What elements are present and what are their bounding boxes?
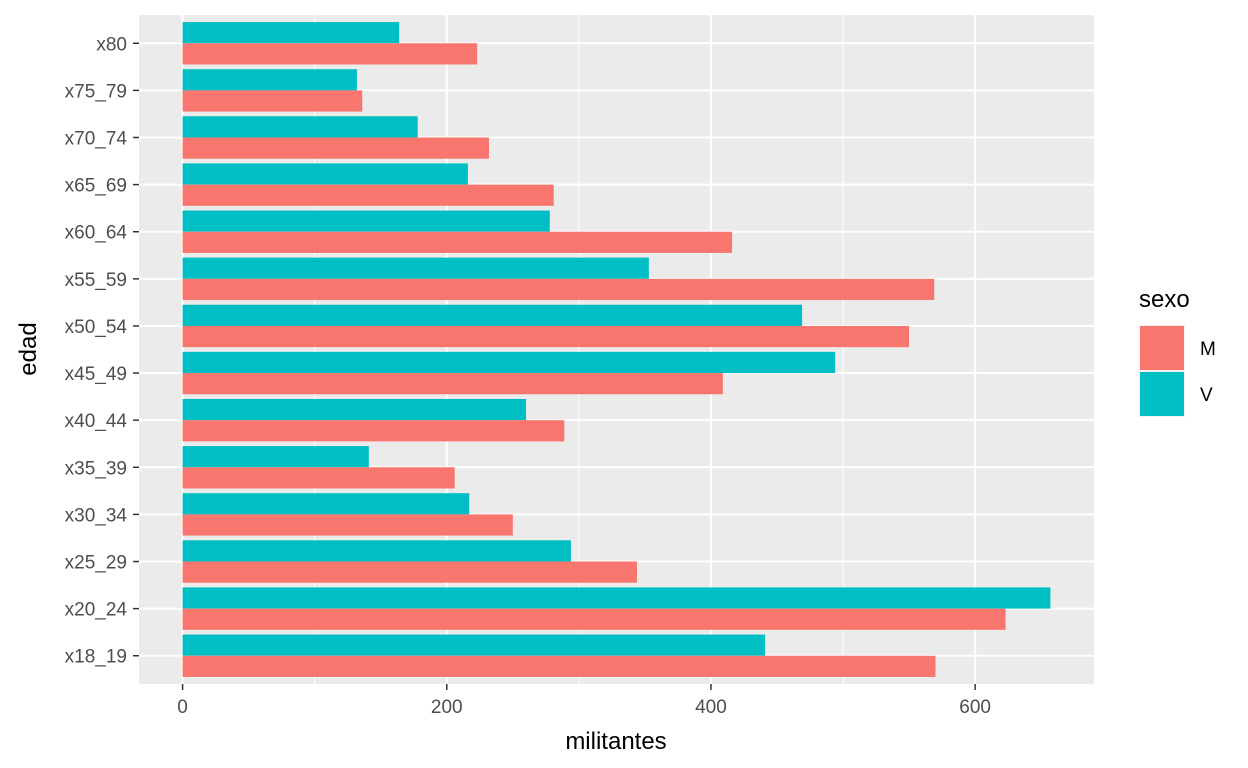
bar-V-x75_79 xyxy=(182,69,357,91)
x-axis: 0 200 400 600 xyxy=(177,684,991,718)
bar-V-x20_24 xyxy=(182,587,1051,609)
y-tick-label: x30_34 xyxy=(65,505,128,526)
bar-M-x80 xyxy=(182,43,478,65)
y-tick-label: x55_59 xyxy=(65,270,127,291)
bar-V-x50_54 xyxy=(182,304,803,326)
bar-V-x55_59 xyxy=(182,257,649,279)
y-axis-title: edad xyxy=(15,322,42,375)
y-tick-label: x50_54 xyxy=(65,317,128,338)
x-axis-title: militantes xyxy=(565,728,666,755)
y-axis: x18_19 x20_24 x25_29 x30_34 x35_39 x40_44 x45_… xyxy=(65,34,139,668)
y-tick-label: x60_64 xyxy=(65,223,128,244)
bar-M-x18_19 xyxy=(182,655,936,677)
bar-V-x45_49 xyxy=(182,351,836,374)
y-tick-label: x45_49 xyxy=(65,364,127,385)
x-tick-label: 400 xyxy=(695,697,727,718)
y-tick-label: x70_74 xyxy=(65,128,128,149)
plot-panel xyxy=(139,15,1094,684)
bar-M-x40_44 xyxy=(182,420,565,442)
bar-M-x50_54 xyxy=(182,325,910,348)
bar-V-x65_69 xyxy=(182,163,468,185)
bar-M-x35_39 xyxy=(182,467,455,489)
bars xyxy=(182,22,1051,677)
bar-M-x70_74 xyxy=(182,137,490,159)
x-tick-label: 0 xyxy=(177,697,188,718)
y-tick-label: x20_24 xyxy=(65,600,128,621)
bar-M-x30_34 xyxy=(182,514,513,536)
bar-M-x25_29 xyxy=(182,561,637,583)
y-tick-label: x40_44 xyxy=(65,411,128,432)
legend-key-M xyxy=(1140,326,1184,370)
bar-V-x60_64 xyxy=(182,210,550,232)
bar-M-x60_64 xyxy=(182,231,733,253)
legend-label-V: V xyxy=(1200,385,1213,406)
legend-label-M: M xyxy=(1200,339,1216,360)
bar-M-x75_79 xyxy=(182,90,363,112)
bar-V-x35_39 xyxy=(182,446,369,468)
bar-V-x40_44 xyxy=(182,398,527,421)
legend-key-V xyxy=(1140,372,1184,416)
x-tick-label: 200 xyxy=(431,697,463,718)
bar-M-x55_59 xyxy=(182,278,935,301)
legend: sexo M V xyxy=(1139,286,1216,417)
y-tick-label: x25_29 xyxy=(65,553,127,574)
bar-V-x80 xyxy=(182,22,400,44)
y-tick-label: x80 xyxy=(96,34,127,55)
bar-V-x70_74 xyxy=(182,116,418,138)
bar-M-x45_49 xyxy=(182,373,723,395)
bar-M-x20_24 xyxy=(182,608,1006,630)
y-tick-label: x18_19 xyxy=(65,647,127,668)
legend-title: sexo xyxy=(1139,286,1190,313)
bar-V-x25_29 xyxy=(182,540,571,562)
y-tick-label: x65_69 xyxy=(65,176,127,197)
bar-M-x65_69 xyxy=(182,184,554,206)
y-tick-label: x35_39 xyxy=(65,458,127,479)
bar-V-x18_19 xyxy=(182,634,766,656)
bar-V-x30_34 xyxy=(182,493,470,515)
x-tick-label: 600 xyxy=(959,697,991,718)
y-tick-label: x75_79 xyxy=(65,81,127,102)
